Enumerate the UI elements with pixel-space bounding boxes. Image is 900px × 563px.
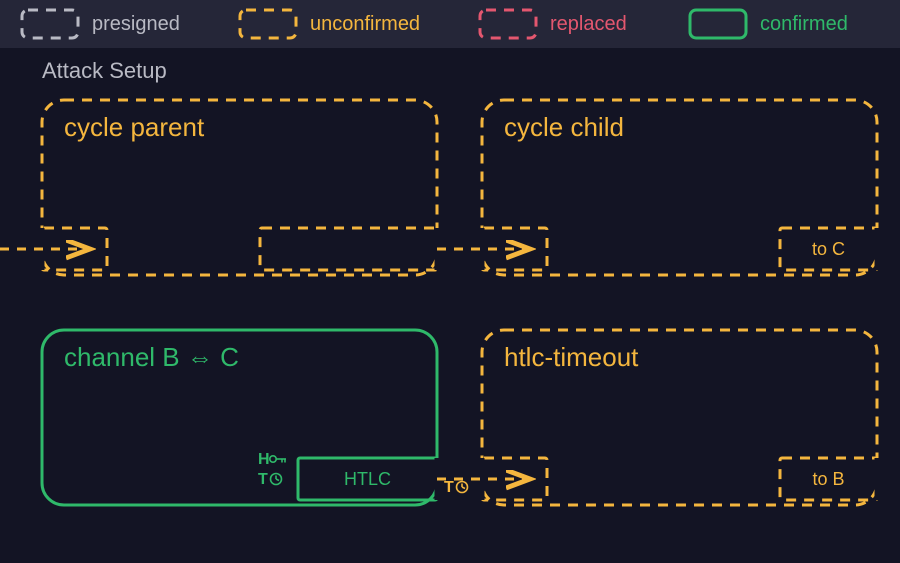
anno-h-key-letter: H: [258, 451, 270, 468]
node-cycle-child-output-0-label: to C: [812, 239, 845, 259]
node-htlc-timeout-output-0-label: to B: [812, 469, 844, 489]
node-cycle-child: cycle child to C: [482, 100, 877, 275]
key-icon: [270, 456, 276, 462]
legend-label: unconfirmed: [310, 13, 420, 35]
anno-t-clock-letter: T: [258, 471, 268, 488]
node-channel-bc: channel B ⇔ C HTLC: [42, 330, 437, 505]
anno-t-edge: T: [444, 479, 468, 496]
legend-label: presigned: [92, 13, 180, 35]
legend-label: confirmed: [760, 13, 848, 35]
node-channel-bc-output-0-label: HTLC: [344, 469, 391, 489]
node-cycle-parent: cycle parent: [42, 100, 437, 275]
node-channel-bc-label: channel B ⇔ C: [64, 342, 239, 372]
anno-t-clock: T: [258, 471, 282, 488]
section-title: Attack Setup: [42, 58, 167, 83]
anno-t-edge-letter: T: [444, 479, 454, 496]
legend-label: replaced: [550, 13, 627, 35]
node-htlc-timeout: htlc-timeout to B: [482, 330, 877, 505]
node-cycle-child-label: cycle child: [504, 112, 624, 142]
node-cycle-parent-label: cycle parent: [64, 112, 205, 142]
node-htlc-timeout-label: htlc-timeout: [504, 342, 639, 372]
anno-h-key: H: [258, 451, 286, 468]
node-cycle-parent-output-0: [260, 228, 437, 270]
